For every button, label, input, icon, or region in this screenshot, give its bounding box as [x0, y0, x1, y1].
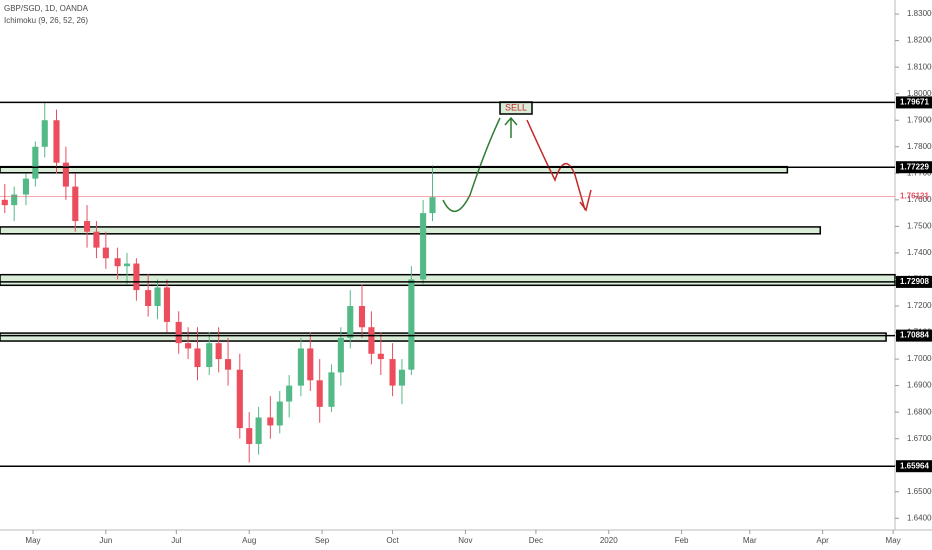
x-tick-label: Dec [529, 536, 543, 545]
candle-body [389, 359, 396, 386]
candle-body [246, 428, 253, 445]
y-tick-label: 1.72000 [907, 301, 932, 310]
y-tick-label: 1.76000 [907, 195, 932, 204]
candle-body [286, 385, 293, 402]
zone [0, 273, 896, 287]
y-tick-label: 1.68000 [907, 407, 932, 416]
candle-body [114, 258, 121, 267]
chart-title: GBP/SGD, 1D, OANDA [4, 4, 89, 13]
y-tick-label: 1.74000 [907, 248, 932, 257]
candle-body [358, 306, 366, 328]
x-tick-label: Sep [315, 536, 330, 545]
y-tick-label: 1.69000 [907, 381, 932, 390]
candle-body [83, 221, 91, 232]
y-tick-label: 1.83000 [907, 9, 932, 18]
x-tick-label: Apr [816, 536, 829, 545]
indicator-label: Ichimoku (9, 26, 52, 26) [4, 16, 88, 25]
x-tick-label: Jul [171, 536, 181, 545]
candle-body [41, 120, 48, 147]
candle-body [297, 348, 304, 386]
candle-body [206, 343, 213, 368]
candle-body [328, 372, 335, 407]
level-tag [896, 96, 932, 109]
x-tick-label: Oct [386, 536, 399, 545]
candle-body [236, 369, 243, 429]
level-label: 1.65964 [900, 461, 929, 470]
candle-body [93, 231, 100, 248]
green-arrow [442, 117, 501, 212]
candle-body [72, 186, 79, 222]
candle-body [429, 197, 436, 214]
sell-label: SELL [505, 102, 527, 112]
x-tick-label: Aug [242, 536, 256, 545]
x-tick-label: Jun [99, 536, 112, 545]
candle-body [377, 353, 384, 360]
y-tick-label: 1.82000 [907, 36, 932, 45]
candle-body [347, 306, 354, 338]
level-tag [896, 329, 932, 342]
y-tick-label: 1.80000 [907, 89, 932, 98]
candle-body [276, 401, 283, 426]
level-tag [896, 161, 932, 174]
candle-body [316, 380, 323, 407]
candle-body [62, 162, 69, 187]
y-tick-label: 1.81000 [907, 62, 932, 71]
level-label: 1.77229 [900, 162, 929, 171]
candle-body [175, 321, 182, 344]
candle-body [368, 327, 375, 354]
x-tick-label: Nov [458, 536, 472, 545]
y-tick-label: 1.65000 [907, 487, 932, 496]
candle-body [420, 213, 427, 280]
y-tick-label: 1.75000 [907, 221, 932, 230]
candle-body [224, 359, 232, 370]
candle-body [307, 348, 314, 381]
level-label: 1.79671 [900, 98, 929, 107]
candle-body [123, 263, 131, 267]
level-label: 1.70884 [900, 331, 929, 340]
candle-body [1, 199, 8, 206]
candle-body [53, 120, 60, 163]
last-price-label: 1.76121 [900, 192, 929, 201]
y-tick-label: 1.70000 [907, 354, 932, 363]
x-tick-label: May [886, 536, 901, 545]
candle-body [102, 247, 109, 259]
zone [0, 332, 887, 342]
plot [0, 101, 896, 463]
candle-body [22, 178, 29, 195]
green-arrow-head [504, 116, 518, 138]
candle-body [145, 290, 152, 307]
x-tick-label: Feb [675, 536, 689, 545]
candle-body [408, 279, 415, 370]
x-tick-label: 2020 [600, 536, 618, 545]
candle-body [194, 348, 201, 368]
candle-body [255, 417, 262, 445]
level-label: 1.72908 [900, 277, 929, 286]
level-tag [896, 275, 932, 288]
candle-body [185, 343, 192, 349]
y-tick-label: 1.78000 [907, 142, 932, 151]
candle-body [337, 337, 344, 373]
candle-body [398, 369, 406, 386]
candle-body [154, 287, 161, 307]
candle-body [11, 194, 18, 206]
candle-body [32, 146, 39, 179]
candle-body [215, 343, 222, 360]
candle-body [267, 417, 274, 426]
candle-body [133, 263, 140, 291]
x-tick-label: May [25, 536, 40, 545]
y-tick-label: 1.79000 [907, 115, 932, 124]
x-tick-label: Mar [743, 536, 757, 545]
y-tick-label: 1.67000 [907, 434, 932, 443]
zone [0, 226, 822, 235]
candle-body [163, 287, 171, 322]
level-tag [896, 460, 932, 473]
y-tick-label: 1.64000 [907, 513, 932, 522]
